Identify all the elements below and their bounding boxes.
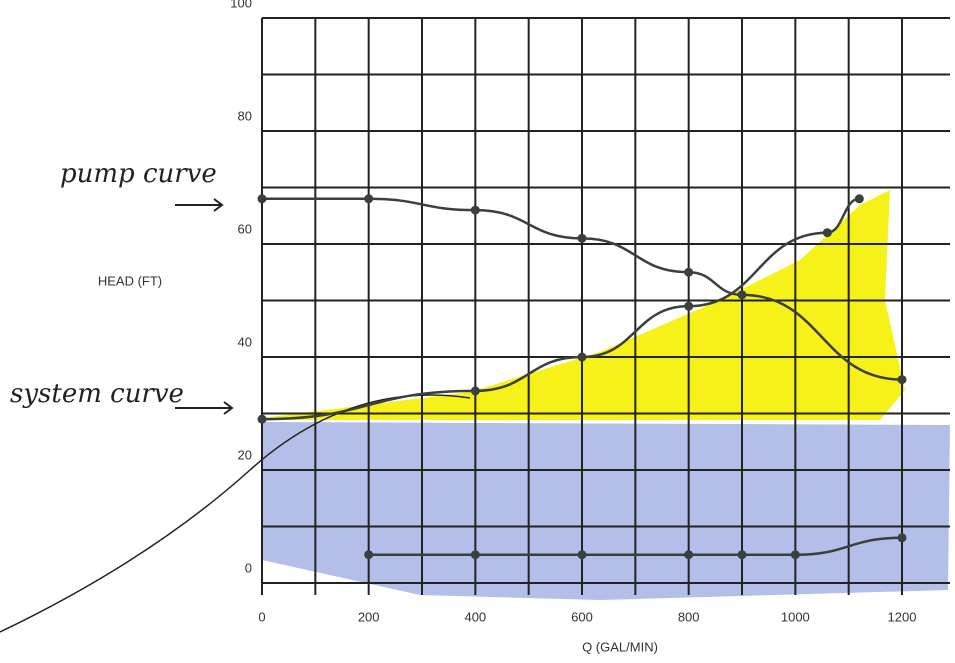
point <box>364 550 374 560</box>
series-annotation: system curve <box>10 379 184 409</box>
highlight-yellow <box>262 190 905 420</box>
y-tick-label: 0 <box>245 560 252 575</box>
y-tick-label: 20 <box>238 447 252 462</box>
point <box>684 550 694 560</box>
series-line <box>261 197 860 421</box>
y-tick-label: 40 <box>238 334 252 349</box>
point <box>790 550 800 560</box>
point <box>897 533 907 543</box>
y-tick-label: 80 <box>238 108 252 123</box>
x-tick-label: 1000 <box>781 609 810 624</box>
point <box>364 194 374 204</box>
highlight-blue <box>262 422 950 600</box>
point <box>684 301 694 311</box>
point <box>257 414 267 424</box>
arrow <box>175 401 234 415</box>
x-axis-label: Q (GAL/MIN) <box>582 639 658 654</box>
y-axis-label: HEAD (FT) <box>98 273 162 288</box>
y-tick-label: 60 <box>238 221 252 236</box>
x-tick-label: 200 <box>358 609 380 624</box>
point <box>577 550 587 560</box>
x-tick-label: 1200 <box>888 609 917 624</box>
x-tick-label: 400 <box>464 609 486 624</box>
point <box>257 194 267 204</box>
point <box>470 205 480 215</box>
point <box>470 550 480 560</box>
point <box>577 233 587 243</box>
point <box>897 375 907 385</box>
series-annotation: pump curve <box>60 159 217 189</box>
point <box>577 352 587 362</box>
point <box>737 290 747 300</box>
point <box>684 267 694 277</box>
x-tick-label: 800 <box>678 609 700 624</box>
x-tick-label: 0 <box>258 609 265 624</box>
point <box>854 194 864 204</box>
point <box>822 228 832 238</box>
arrow <box>175 198 224 212</box>
point <box>737 550 747 560</box>
x-tick-label: 600 <box>571 609 593 624</box>
point <box>470 386 480 396</box>
y-tick-label: 100 <box>230 0 252 10</box>
